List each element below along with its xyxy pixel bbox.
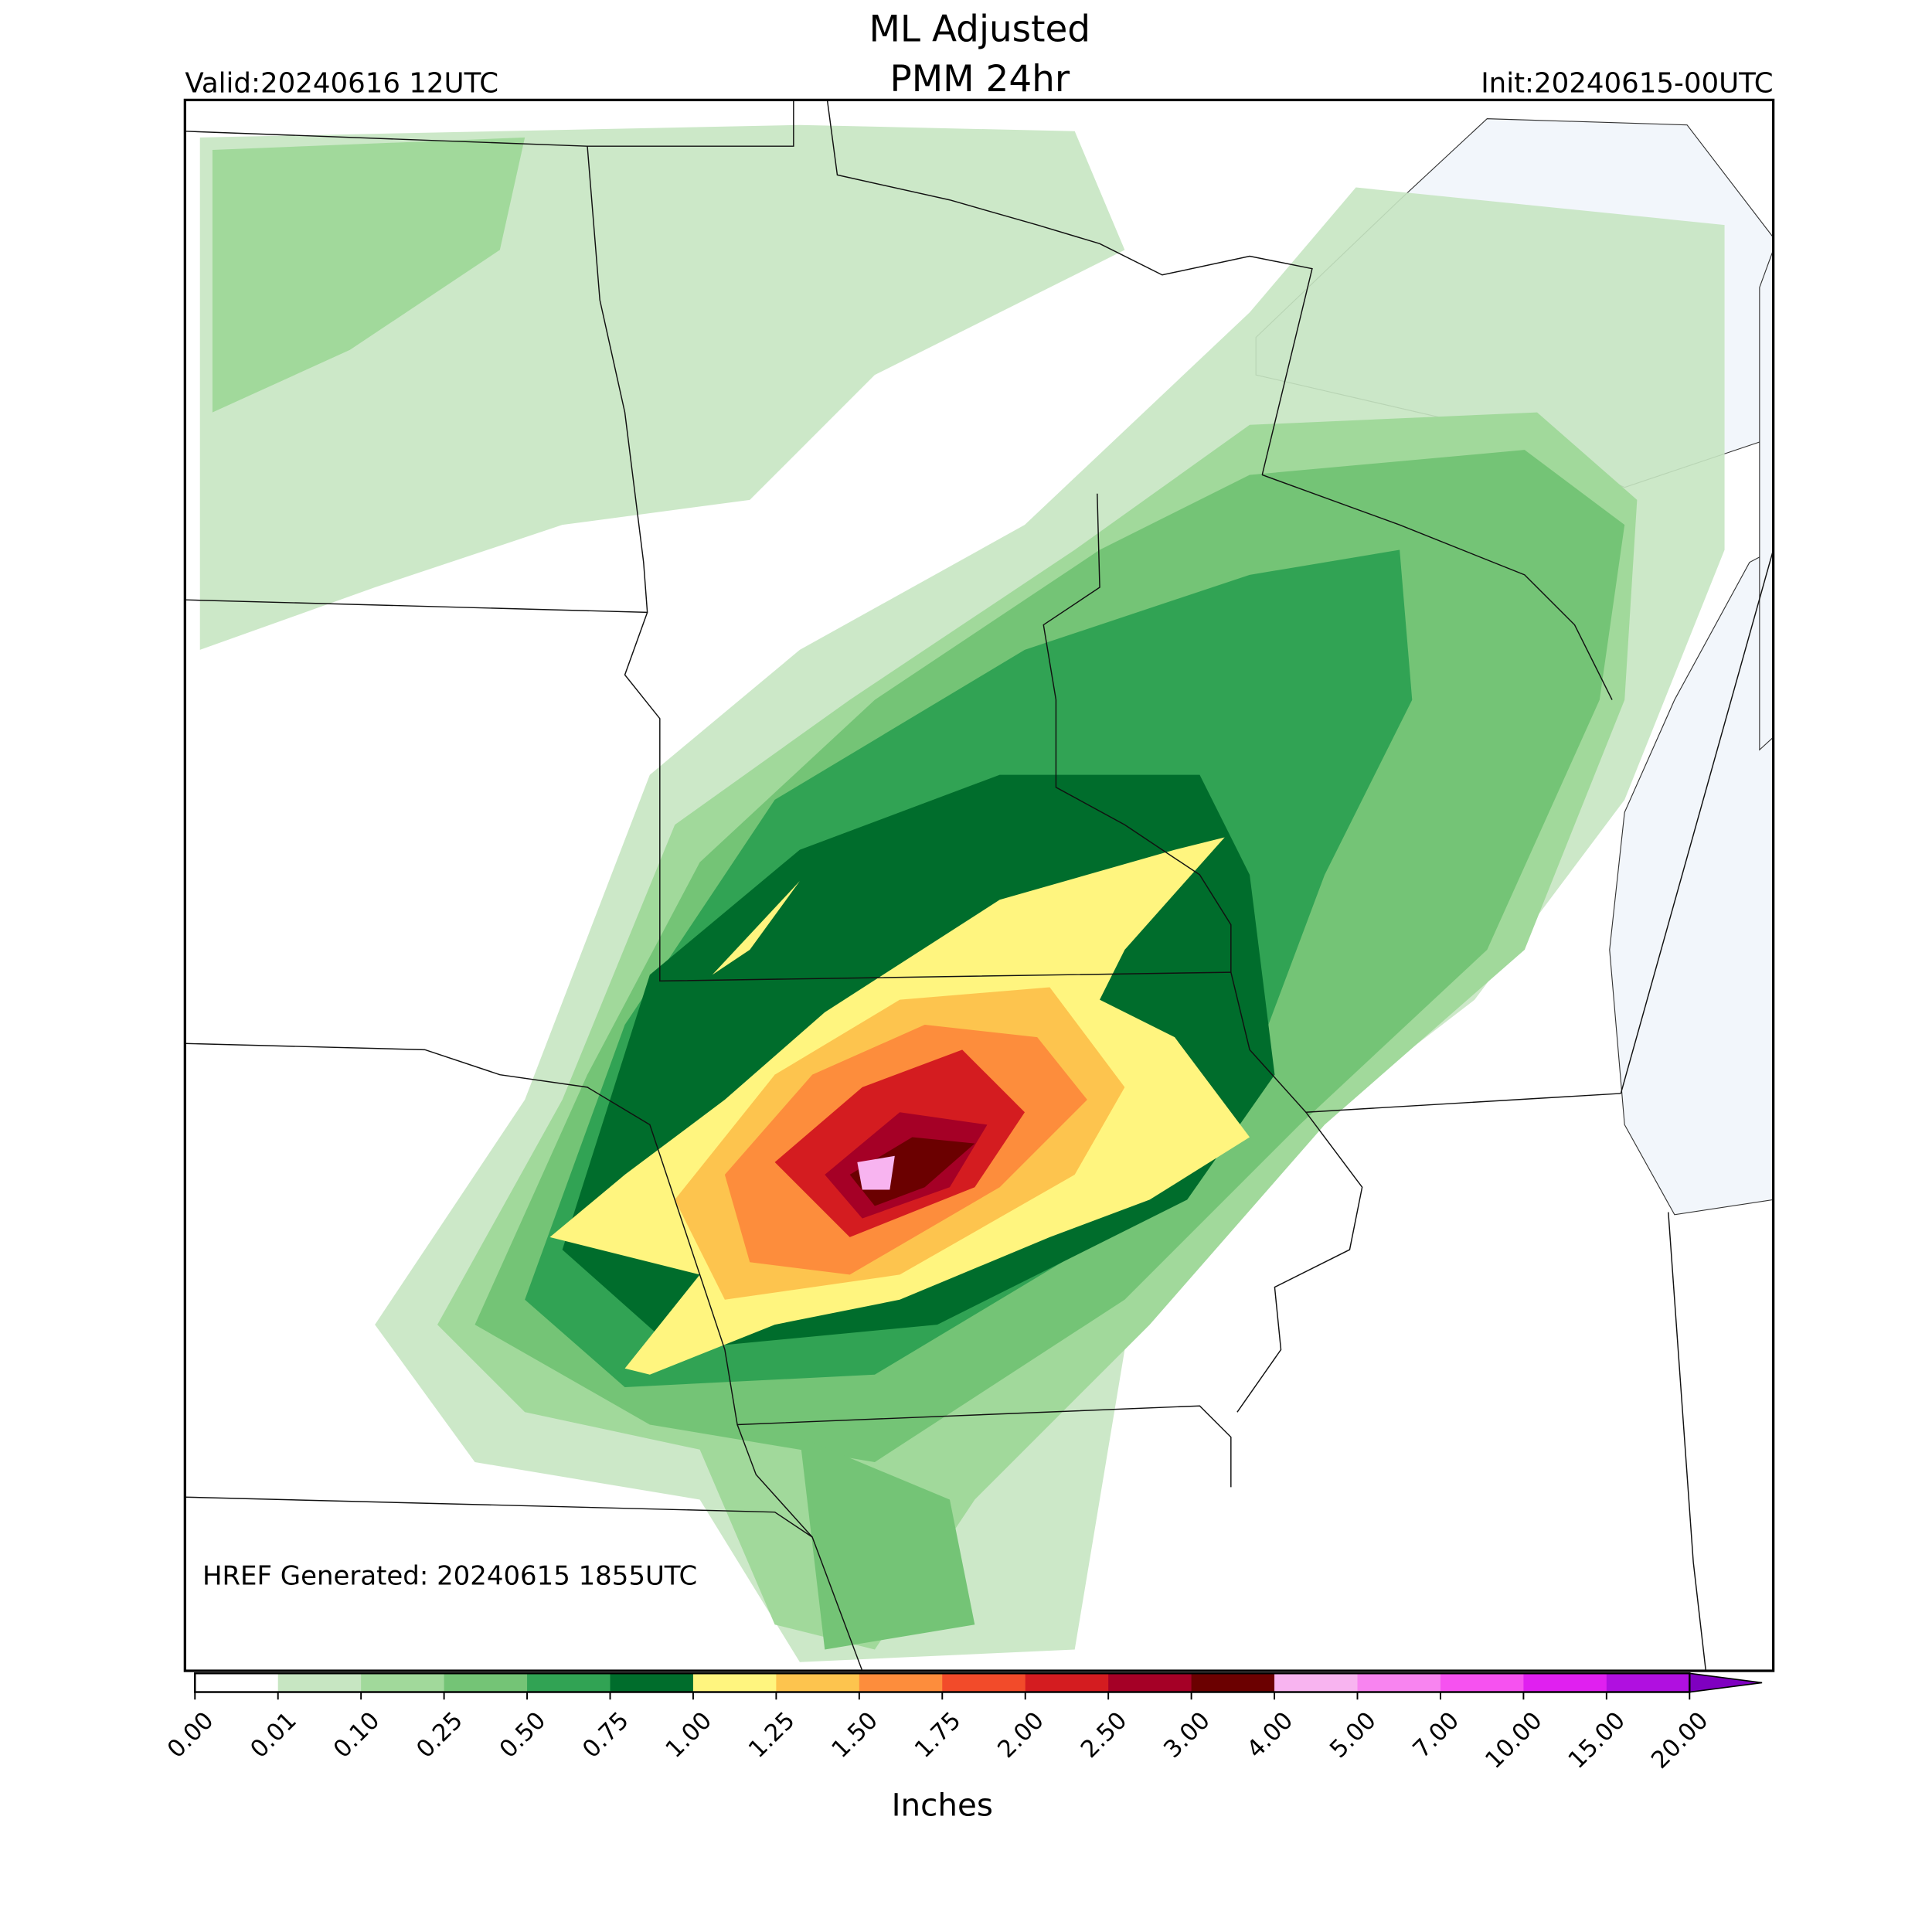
colorbar-segment <box>444 1673 528 1692</box>
colorbar-segment <box>610 1673 694 1692</box>
colorbar-tick-label: 1.75 <box>910 1706 967 1764</box>
lake <box>1759 250 1774 751</box>
colorbar-segment <box>692 1673 777 1692</box>
colorbar-tick-label: 7.00 <box>1407 1706 1464 1764</box>
colorbar-segment <box>1606 1673 1690 1692</box>
colorbar-segment <box>361 1673 445 1692</box>
precip-area <box>799 1437 975 1650</box>
title-line-2: PMM 24hr <box>889 58 1070 100</box>
colorbar-segment <box>859 1673 943 1692</box>
colorbar-label: Inches <box>892 1787 993 1824</box>
precip-area <box>212 137 526 413</box>
colorbar-tick-label: 0.75 <box>577 1706 634 1764</box>
colorbar-tick-label: 2.50 <box>1076 1706 1133 1764</box>
colorbar-segment <box>1357 1673 1441 1692</box>
precip-area <box>712 881 800 975</box>
colorbar-segment <box>527 1673 611 1692</box>
colorbar-tick-label: 15.00 <box>1563 1706 1631 1774</box>
map-area <box>185 100 1774 1672</box>
colorbar-segment <box>1108 1673 1192 1692</box>
colorbar-tick-label: 0.25 <box>411 1706 468 1764</box>
colorbar-segment <box>195 1673 279 1692</box>
colorbar-tick-label: 5.00 <box>1325 1706 1382 1764</box>
colorbar-segment <box>277 1673 362 1692</box>
colorbar-segment <box>942 1673 1026 1692</box>
init-time: Init:20240615-00UTC <box>1481 68 1773 100</box>
colorbar-tick-label: 0.50 <box>494 1706 551 1764</box>
lake <box>1609 549 1774 1216</box>
state-border <box>1236 1111 1363 1413</box>
state-border <box>185 1496 863 1672</box>
colorbar-segment <box>1191 1673 1275 1692</box>
colorbar: 0.00 0.01 0.10 0.25 0.50 0.75 1.00 1.25 1.50 1.75… <box>162 1672 1763 1774</box>
colorbar-tick-label: 1.50 <box>826 1706 883 1764</box>
valid-time: Valid:20240616 12UTC <box>185 68 498 100</box>
colorbar-segment <box>1025 1673 1109 1692</box>
colorbar-tick-label: 0.10 <box>328 1706 386 1764</box>
map-frame <box>183 98 1775 1672</box>
state-border <box>1043 493 1621 1113</box>
state-border <box>185 100 794 147</box>
colorbar-tick-label: 4.00 <box>1241 1706 1298 1764</box>
state-border <box>624 612 1231 982</box>
colorbar-segment <box>1274 1673 1358 1692</box>
colorbar-tick-label: 0.01 <box>245 1706 302 1764</box>
generated-note: HREF Generated: 20240615 1855UTC <box>202 1560 697 1591</box>
state-border <box>1620 549 1774 1094</box>
state-border <box>185 146 648 614</box>
colorbar-tick-label: 1.00 <box>660 1706 717 1764</box>
colorbar-segment <box>776 1673 860 1692</box>
colorbar-tick-label: 10.00 <box>1480 1706 1548 1774</box>
state-border <box>185 1043 1232 1488</box>
state-border <box>826 100 1313 475</box>
colorbar-outline <box>194 1672 1691 1693</box>
state-border <box>736 1424 813 1538</box>
colorbar-extend <box>1689 1672 1763 1693</box>
colorbar-segment <box>1440 1673 1524 1692</box>
colorbar-tick-label: 20.00 <box>1646 1706 1714 1774</box>
precip-area <box>857 1155 895 1190</box>
colorbar-segment <box>1523 1673 1607 1692</box>
state-border <box>1261 474 1613 700</box>
colorbar-tick-label: 1.25 <box>743 1706 801 1764</box>
colorbar-tick-label: 3.00 <box>1158 1706 1216 1764</box>
colorbar-tick-label: 2.00 <box>992 1706 1049 1764</box>
title-line-1: ML Adjusted <box>869 8 1090 50</box>
state-border <box>1668 1212 1707 1672</box>
colorbar-tick-label: 0.00 <box>162 1706 219 1764</box>
